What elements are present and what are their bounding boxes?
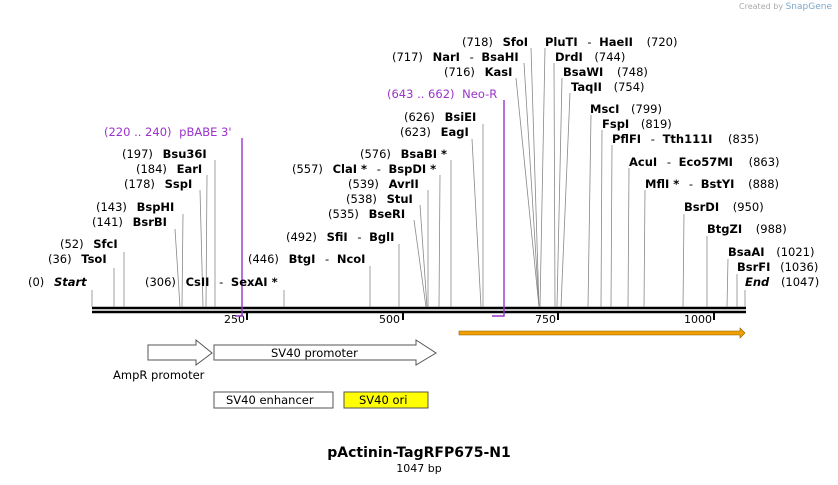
site-label: MscI (799) bbox=[590, 102, 662, 116]
site-label: (141) BsrBI bbox=[92, 215, 167, 229]
tick-label: 500 bbox=[379, 313, 400, 326]
pbabe3-primer-marker bbox=[235, 138, 243, 317]
sv40-promoter-arrow bbox=[213, 339, 437, 366]
tick-label: 1000 bbox=[684, 313, 712, 326]
site-label: TaqII (754) bbox=[571, 80, 645, 94]
sv40-promoter-label: SV40 promoter bbox=[271, 346, 358, 360]
site-label: (539) AvrII bbox=[348, 177, 419, 191]
site-label: (716) KasI bbox=[444, 65, 512, 79]
pbabe3-primer-label: (220 .. 240) pBABE 3' bbox=[104, 125, 232, 139]
tick-label: 750 bbox=[535, 313, 556, 326]
neor-primer-label: (643 .. 662) Neo-R bbox=[387, 87, 497, 101]
site-label: FspI (819) bbox=[602, 117, 672, 131]
site-leaders bbox=[91, 47, 746, 308]
site-label: (623) EagI bbox=[400, 125, 469, 139]
neor-primer-marker bbox=[492, 100, 505, 317]
site-label: (557) ClaI * - BspDI * bbox=[292, 162, 436, 176]
site-label: (306) CsII - SexAI * bbox=[145, 275, 278, 289]
site-label: BsaWI (748) bbox=[563, 65, 648, 79]
site-label: AcuI - Eco57MI (863) bbox=[629, 155, 780, 169]
site-label: (184) EarI bbox=[136, 162, 202, 176]
plasmid-length: 1047 bp bbox=[396, 462, 442, 475]
site-label: PluTI - HaeII (720) bbox=[545, 35, 678, 49]
site-label: (538) StuI bbox=[346, 192, 413, 206]
site-label: (718) SfoI bbox=[462, 35, 528, 49]
site-label: BsrDI (950) bbox=[684, 200, 764, 214]
ampr-promoter-arrow bbox=[147, 338, 213, 366]
site-label: (535) BseRI bbox=[328, 207, 405, 221]
site-label: (626) BsiEI bbox=[404, 110, 476, 124]
start-label: (0) Start bbox=[28, 275, 87, 289]
site-label: BsrFI (1036) bbox=[737, 260, 818, 274]
site-label: (178) SspI bbox=[124, 177, 192, 191]
sv40-enhancer-label: SV40 enhancer bbox=[226, 393, 314, 407]
plasmid-name: pActinin-TagRFP675-N1 bbox=[327, 445, 511, 461]
site-label: (492) SfiI - BglI bbox=[286, 230, 394, 244]
orf-arrow bbox=[458, 327, 746, 339]
site-label: (576) BsaBI * bbox=[360, 147, 447, 161]
site-label: (52) SfcI bbox=[60, 237, 118, 251]
site-label: (717) NarI - BsaHI bbox=[392, 50, 519, 64]
ruler: 250 500 750 1000 bbox=[224, 313, 715, 326]
site-label: (446) BtgI - NcoI bbox=[248, 252, 365, 266]
sv40-ori-box bbox=[343, 391, 429, 409]
credit-brand: SnapGene bbox=[785, 2, 832, 12]
site-label: DrdI (744) bbox=[555, 50, 625, 64]
site-label: BsaAI (1021) bbox=[728, 245, 814, 259]
site-label: (197) Bsu36I bbox=[122, 147, 207, 161]
ampr-promoter-label: AmpR promoter bbox=[113, 368, 205, 382]
sv40-enhancer-box bbox=[213, 391, 334, 409]
site-label: (36) TsoI bbox=[48, 252, 107, 266]
credit-prefix: Created by bbox=[739, 2, 784, 11]
site-label: PflFI - Tth111I (835) bbox=[612, 132, 759, 146]
end-label: End (1047) bbox=[745, 275, 819, 289]
site-label: MflI * - BstYI (888) bbox=[645, 177, 779, 191]
sv40-ori-label: SV40 ori bbox=[359, 393, 407, 407]
snapgene-credit: Created by SnapGene bbox=[739, 2, 832, 12]
site-label: (143) BspHI bbox=[96, 200, 174, 214]
site-label: BtgZI (988) bbox=[707, 222, 787, 236]
